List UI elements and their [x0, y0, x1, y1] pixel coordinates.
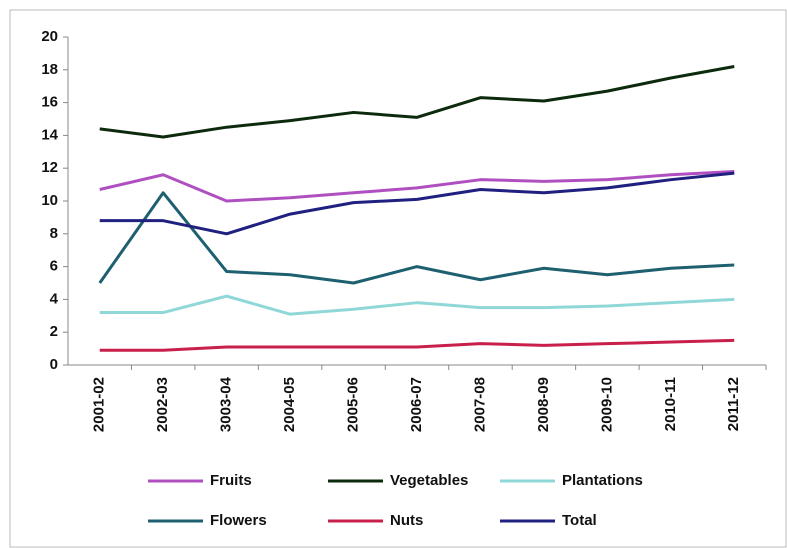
legend-label: Fruits	[210, 472, 252, 489]
series-line	[99, 171, 735, 236]
series-line	[99, 338, 735, 352]
y-tick-label: 6	[50, 258, 58, 275]
y-tick-label: 0	[50, 356, 58, 373]
x-tick-label: 2011-12	[725, 377, 742, 431]
y-tick-label: 14	[41, 126, 58, 143]
y-tick-label: 12	[41, 159, 58, 176]
x-tick-label: 2007-08	[471, 377, 488, 432]
series-line	[99, 294, 735, 316]
y-tick-label: 4	[50, 290, 59, 307]
y-tick-label: 18	[41, 61, 58, 78]
legend-label: Plantations	[562, 472, 643, 489]
x-tick-label: 2010-11	[662, 377, 679, 431]
legend-label: Nuts	[390, 512, 423, 529]
y-tick-label: 8	[50, 225, 58, 242]
x-tick-label: 2009-10	[598, 377, 615, 432]
series-line	[98, 191, 735, 285]
x-tick-label: 2006-07	[408, 377, 425, 432]
x-tick-label: 2008-09	[535, 377, 552, 432]
legend-label: Flowers	[210, 512, 267, 529]
y-tick-label: 20	[41, 28, 58, 45]
x-tick-label: 2001-02	[91, 377, 108, 432]
series-line	[99, 65, 735, 139]
series-line	[99, 169, 735, 203]
legend-label: Total	[562, 512, 597, 529]
y-tick-label: 2	[50, 323, 58, 340]
chart-frame	[9, 9, 787, 548]
legend-label: Vegetables	[390, 472, 468, 489]
x-tick-label: 2002-03	[154, 377, 171, 432]
x-tick-label: 2004-05	[281, 377, 298, 432]
x-tick-label: 2005-06	[345, 377, 362, 432]
y-tick-label: 16	[41, 94, 58, 111]
x-tick-label: 3003-04	[218, 376, 235, 432]
y-tick-label: 10	[41, 192, 58, 209]
